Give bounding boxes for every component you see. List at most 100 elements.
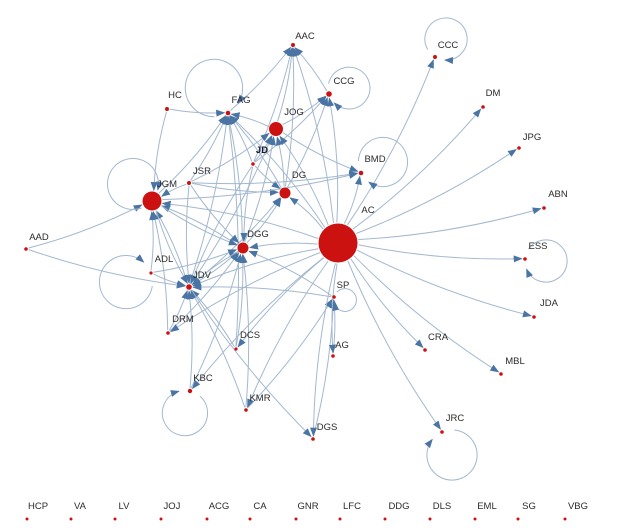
edge-DG-CCG xyxy=(287,96,329,188)
edge-AC-FAG xyxy=(229,115,326,228)
edge-DCS-FAG xyxy=(225,115,240,347)
node-DM xyxy=(481,105,485,109)
edge-JSR-JOG xyxy=(191,132,270,182)
node-label-CA: CA xyxy=(253,501,267,512)
node-GNR xyxy=(294,517,298,521)
node-JSR xyxy=(187,181,191,185)
node-label-CCC: CCC xyxy=(438,40,459,51)
node-label-DGS: DGS xyxy=(317,422,338,433)
self-loop-CCG xyxy=(328,66,371,112)
node-label-JPG: JPG xyxy=(523,132,541,143)
node-label-DGG: DGG xyxy=(247,229,269,240)
node-CCC xyxy=(433,55,437,59)
node-label-MBL: MBL xyxy=(505,356,525,367)
node-label-JDA: JDA xyxy=(540,298,559,309)
edge-HC-JGM xyxy=(150,111,167,192)
edge-AC-JPG xyxy=(356,148,517,234)
edge-JOG-FAG xyxy=(230,112,269,127)
self-loop-BMD xyxy=(357,136,409,190)
node-label-LV: LV xyxy=(119,501,131,512)
edge-KMR-JDV xyxy=(190,290,246,408)
edge-DGG-JOG xyxy=(244,136,276,242)
node-VA xyxy=(69,517,73,521)
node-label-JSR: JSR xyxy=(193,166,211,177)
edge-JDV-JOG xyxy=(190,135,273,284)
node-JRC xyxy=(440,430,444,434)
node-JDA xyxy=(532,315,536,319)
node-label-BMD: BMD xyxy=(364,154,385,165)
node-LV xyxy=(113,517,117,521)
edge-HC-FAG xyxy=(169,108,226,117)
node-AAD xyxy=(24,247,28,251)
edge-JD-DG xyxy=(254,165,281,189)
node-SP xyxy=(332,295,336,299)
node-CA xyxy=(248,517,252,521)
edge-KMR-SP xyxy=(247,298,333,409)
edge-AC-DGS xyxy=(310,263,336,437)
node-JDV xyxy=(186,284,192,290)
edge-AC-ABN xyxy=(358,207,542,241)
edge-SP-JDV xyxy=(192,283,332,298)
edge-AC-JRC xyxy=(347,260,441,430)
edge-JGM-DGG xyxy=(161,205,238,246)
edge-DRM-DGG xyxy=(169,252,239,332)
node-label-VA: VA xyxy=(74,501,87,512)
node-label-AG: AG xyxy=(335,340,349,351)
node-label-CCG: CCG xyxy=(333,76,354,87)
edge-DGG-FAG xyxy=(226,115,243,242)
edge-JD-AAC xyxy=(253,47,294,162)
node-label-HC: HC xyxy=(168,90,182,101)
edge-AC-DM xyxy=(352,108,482,230)
node-label-LFC: LFC xyxy=(343,501,361,512)
edge-JSR-BMD xyxy=(191,171,359,185)
node-ABN xyxy=(542,206,546,210)
self-loop-CCC xyxy=(424,17,468,64)
node-DCS xyxy=(234,347,238,351)
edge-AAD-JDV xyxy=(28,249,186,289)
node-CRA xyxy=(423,348,427,352)
node-JGM xyxy=(142,191,162,211)
node-label-JGM: JGM xyxy=(157,179,177,190)
edge-JD-DGG xyxy=(240,166,254,242)
edge-FAG-AAC xyxy=(229,46,292,111)
edge-ADL-JGM xyxy=(149,211,157,271)
edge-KMR-DGG xyxy=(240,254,250,408)
edge-AC-JOG xyxy=(279,135,329,226)
edge-JDV-JGM xyxy=(155,210,188,284)
node-label-ESS: ESS xyxy=(528,241,547,252)
edge-JOG-BMD xyxy=(282,132,359,172)
self-loop-FAG xyxy=(184,58,246,118)
node-label-DRM: DRM xyxy=(172,314,194,325)
self-loop-ADL xyxy=(98,254,153,310)
node-label-JOG: JOG xyxy=(284,107,304,118)
self-loop-KBC xyxy=(161,390,209,437)
edge-DGS-SP xyxy=(312,299,337,437)
node-JD xyxy=(251,162,255,166)
node-label-ACG: ACG xyxy=(209,501,230,512)
node-DDG xyxy=(383,517,387,521)
edge-DGG-DG xyxy=(246,197,282,244)
edge-JDV-DGS xyxy=(190,289,312,438)
node-HC xyxy=(165,107,169,111)
node-AG xyxy=(331,354,335,358)
node-BMD xyxy=(358,170,364,176)
node-label-GNR: GNR xyxy=(297,501,318,512)
edge-AC-ESS xyxy=(358,244,523,263)
node-ESS xyxy=(523,257,527,261)
node-label-SG: SG xyxy=(522,501,536,512)
node-label-JD: JD xyxy=(256,145,268,156)
node-KMR xyxy=(244,408,248,412)
self-loop-JRC xyxy=(424,429,478,481)
node-EML xyxy=(473,517,477,521)
node-label-ADL: ADL xyxy=(155,254,173,265)
node-FAG xyxy=(225,110,231,116)
node-ADL xyxy=(149,271,153,275)
edge-AC-BMD xyxy=(343,175,362,224)
node-ACG xyxy=(205,517,209,521)
edge-JD-JDV xyxy=(190,166,253,285)
edge-KBC-DGG xyxy=(190,253,243,389)
edge-JSR-JGM xyxy=(161,183,187,197)
node-label-DLS: DLS xyxy=(433,501,451,512)
